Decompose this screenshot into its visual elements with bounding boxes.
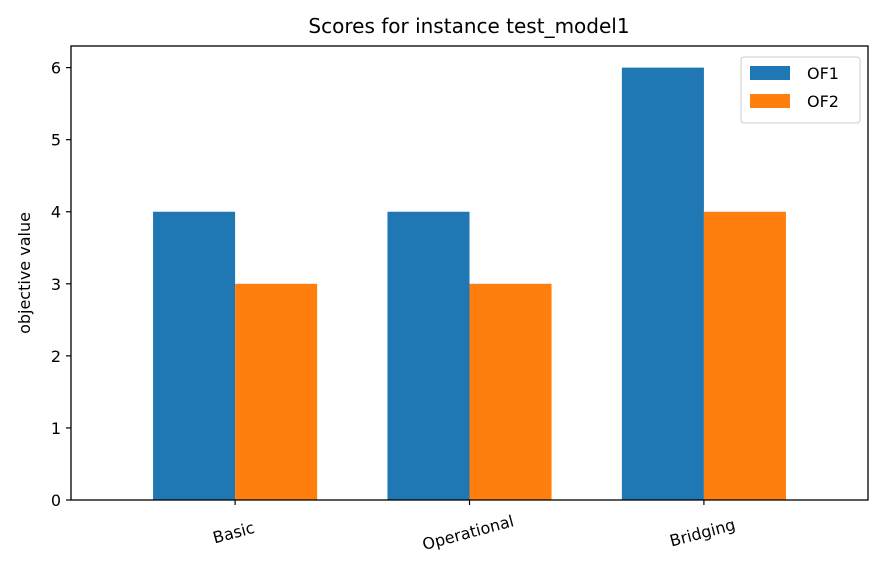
y-axis-label: objective value <box>15 212 34 334</box>
legend-swatch-of2 <box>750 94 790 108</box>
x-tick-label: Basic <box>211 518 257 547</box>
legend-swatch-of1 <box>750 66 790 80</box>
legend-label-of2: OF2 <box>807 92 839 111</box>
y-axis: 0 1 2 3 4 5 6 <box>51 59 71 510</box>
bar-of1-bridging <box>621 67 704 500</box>
y-tick-label: 0 <box>51 491 61 510</box>
bar-of1-operational <box>387 211 470 500</box>
y-tick-label: 6 <box>51 59 61 78</box>
legend-label-of1: OF1 <box>807 64 839 83</box>
x-tick-label: Operational <box>420 511 516 554</box>
y-tick-label: 4 <box>51 203 61 222</box>
bars-layer <box>153 67 786 500</box>
bar-of2-bridging <box>703 211 786 500</box>
x-tick-label: Bridging <box>668 515 738 551</box>
chart-title: Scores for instance test_model1 <box>308 14 629 38</box>
bar-of1-basic <box>153 211 236 500</box>
y-tick-label: 1 <box>51 419 61 438</box>
bar-of2-basic <box>235 283 318 500</box>
y-tick-label: 5 <box>51 131 61 150</box>
y-tick-label: 2 <box>51 347 61 366</box>
x-axis: Basic Operational Bridging <box>211 500 738 554</box>
bar-of2-operational <box>469 283 552 500</box>
y-tick-label: 3 <box>51 275 61 294</box>
